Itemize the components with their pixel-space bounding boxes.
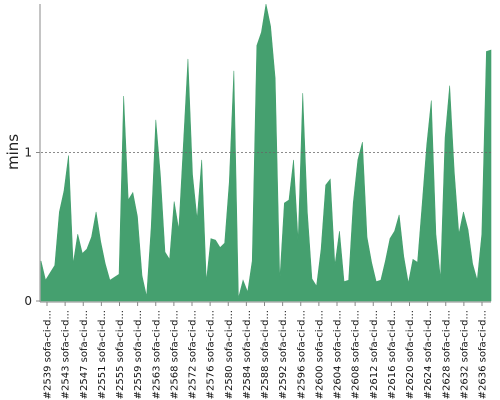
y-tick-label: 0 bbox=[24, 294, 32, 308]
x-tick-label: #2539 sofa-ci-d... bbox=[43, 310, 54, 399]
x-tick-label: #2576 sofa-ci-d... bbox=[206, 310, 217, 399]
x-tick-label: #2592 sofa-ci-d... bbox=[278, 310, 289, 399]
x-tick-label: #2580 sofa-ci-d... bbox=[224, 310, 235, 399]
x-tick-label: #2584 sofa-ci-d... bbox=[242, 310, 253, 399]
x-tick-label: #2568 sofa-ci-d... bbox=[169, 310, 180, 399]
x-tick-labels: #2539 sofa-ci-d... #2543 sofa-ci-d... #254… bbox=[43, 310, 489, 399]
x-tick-label: #2632 sofa-ci-d... bbox=[459, 310, 470, 399]
axes: 01 bbox=[24, 4, 491, 308]
x-tick-label: #2624 sofa-ci-d... bbox=[423, 310, 434, 399]
x-tick-label: #2572 sofa-ci-d... bbox=[188, 310, 199, 399]
y-tick-label: 1 bbox=[24, 146, 32, 160]
x-tick-label: #2608 sofa-ci-d... bbox=[351, 310, 362, 399]
x-tick-label: #2616 sofa-ci-d... bbox=[387, 310, 398, 399]
x-tick-label: #2547 sofa-ci-d... bbox=[79, 310, 90, 399]
x-tick-label: #2543 sofa-ci-d... bbox=[61, 310, 72, 399]
x-tick-label: #2600 sofa-ci-d... bbox=[314, 310, 325, 399]
x-tick-label: #2596 sofa-ci-d... bbox=[296, 310, 307, 399]
y-axis-title: mins bbox=[4, 134, 22, 170]
x-tick-label: #2555 sofa-ci-d... bbox=[115, 310, 126, 399]
x-tick-label: #2604 sofa-ci-d... bbox=[333, 310, 344, 399]
x-tick-label: #2551 sofa-ci-d... bbox=[97, 310, 108, 399]
x-tick-label: #2588 sofa-ci-d... bbox=[260, 310, 271, 399]
x-tick-label: #2612 sofa-ci-d... bbox=[369, 310, 380, 399]
x-tick-label: #2559 sofa-ci-d... bbox=[133, 310, 144, 399]
x-tick-label: #2628 sofa-ci-d... bbox=[441, 310, 452, 399]
plot-area bbox=[40, 3, 492, 302]
x-tick-label: #2620 sofa-ci-d... bbox=[405, 310, 416, 399]
x-tick-label: #2636 sofa-ci-d... bbox=[478, 310, 489, 399]
x-tick-label: #2563 sofa-ci-d... bbox=[151, 310, 162, 399]
